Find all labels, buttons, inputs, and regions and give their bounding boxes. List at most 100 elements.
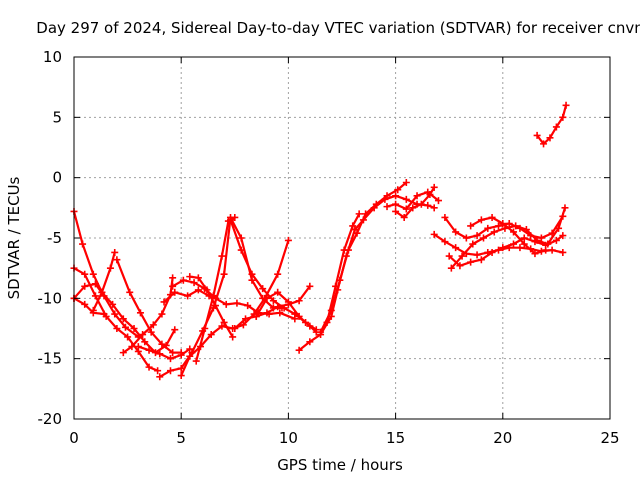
x-tick-label: 0: [69, 429, 79, 447]
series-track-15: [227, 216, 320, 334]
data-point: [520, 240, 528, 248]
series-line: [298, 194, 436, 352]
y-tick-label: -15: [38, 350, 63, 368]
series-track-26: [447, 204, 569, 272]
data-point: [192, 357, 200, 365]
data-point: [166, 367, 174, 375]
data-point: [430, 183, 438, 191]
data-point: [394, 186, 402, 194]
data-point: [516, 244, 524, 252]
data-point: [113, 325, 121, 332]
data-point: [218, 252, 226, 260]
data-point: [473, 251, 481, 259]
data-point: [542, 246, 550, 254]
data-point: [89, 270, 97, 278]
data-point: [248, 276, 256, 284]
data-point: [100, 310, 108, 318]
data-point: [276, 309, 284, 317]
data-point: [540, 140, 548, 148]
data-point: [218, 322, 226, 330]
data-point: [220, 270, 228, 278]
data-point: [229, 333, 237, 341]
data-point: [106, 264, 114, 272]
data-point: [186, 273, 194, 281]
data-point: [81, 282, 89, 290]
data-point: [274, 288, 282, 296]
data-point: [306, 282, 314, 290]
data-point: [154, 367, 162, 375]
series-track-17: [252, 288, 320, 336]
data-point: [510, 228, 518, 236]
series-track-13: [186, 273, 237, 341]
data-point: [239, 321, 247, 329]
data-point: [231, 213, 239, 221]
series-line: [319, 181, 408, 334]
data-point: [522, 226, 530, 234]
data-point: [295, 346, 303, 354]
data-point: [212, 302, 220, 310]
x-tick-label: 5: [176, 429, 186, 447]
data-point: [169, 282, 177, 290]
data-point: [469, 240, 477, 248]
data-point: [537, 234, 545, 242]
data-point: [445, 252, 453, 260]
data-point: [473, 232, 481, 240]
data-point: [284, 298, 292, 306]
data-point: [383, 203, 391, 211]
data-point: [158, 310, 166, 318]
data-point: [353, 229, 361, 237]
data-point: [242, 315, 250, 323]
data-point: [203, 286, 211, 294]
series-line: [450, 206, 567, 270]
data-point: [462, 234, 470, 242]
data-point: [136, 309, 144, 317]
data-point: [546, 134, 554, 142]
data-point: [413, 192, 421, 200]
series-track-5: [89, 248, 119, 314]
data-point: [452, 228, 460, 236]
data-point: [295, 312, 303, 320]
data-point: [194, 274, 202, 282]
data-point: [548, 246, 556, 254]
data-point: [186, 352, 194, 360]
data-point: [156, 350, 164, 358]
data-point: [555, 224, 563, 232]
series-track-24: [441, 212, 567, 242]
data-point: [252, 312, 260, 320]
data-point: [499, 220, 507, 228]
data-point: [562, 101, 570, 109]
data-point: [111, 248, 119, 256]
data-point: [533, 131, 541, 139]
data-point: [559, 232, 567, 240]
data-point: [81, 300, 89, 308]
data-point: [130, 325, 138, 332]
data-point: [274, 270, 282, 278]
data-point: [552, 236, 560, 244]
data-point: [484, 224, 492, 232]
data-point: [98, 288, 106, 296]
data-point: [467, 258, 475, 266]
data-point: [248, 270, 256, 278]
data-point: [139, 331, 147, 339]
data-point: [531, 250, 539, 258]
data-point: [263, 294, 271, 302]
data-point: [477, 216, 485, 224]
data-point: [383, 192, 391, 200]
data-point: [340, 246, 348, 254]
data-point: [490, 228, 498, 236]
data-point: [495, 222, 503, 230]
data-point: [544, 240, 552, 248]
data-point: [263, 309, 271, 317]
data-point: [79, 240, 87, 248]
data-point: [259, 285, 267, 293]
data-point: [231, 325, 239, 332]
data-point: [121, 323, 129, 331]
series-track-12: [169, 276, 299, 323]
x-tick-labels: 0 5 10 15 20 25: [69, 429, 619, 447]
data-point: [488, 213, 496, 221]
data-point: [505, 220, 513, 228]
data-point: [91, 292, 99, 300]
data-point: [233, 299, 241, 307]
data-point: [306, 338, 314, 346]
